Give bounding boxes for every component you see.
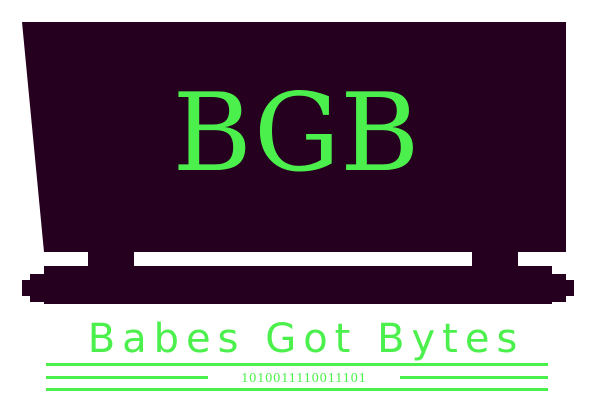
cart-wheel-left (88, 248, 134, 270)
cart-body (22, 22, 566, 252)
logo-binary: 1010011110011101 (241, 371, 366, 386)
divider-line-right (400, 376, 548, 379)
cart-axle-bar (22, 266, 574, 304)
logo-tagline: Babes Got Bytes (88, 316, 525, 362)
logo-initials: BGB (172, 71, 419, 196)
divider-line-top (46, 363, 548, 366)
divider-line-bottom (46, 388, 548, 391)
divider-line-left (46, 376, 208, 379)
cart-wheel-right (472, 248, 518, 270)
